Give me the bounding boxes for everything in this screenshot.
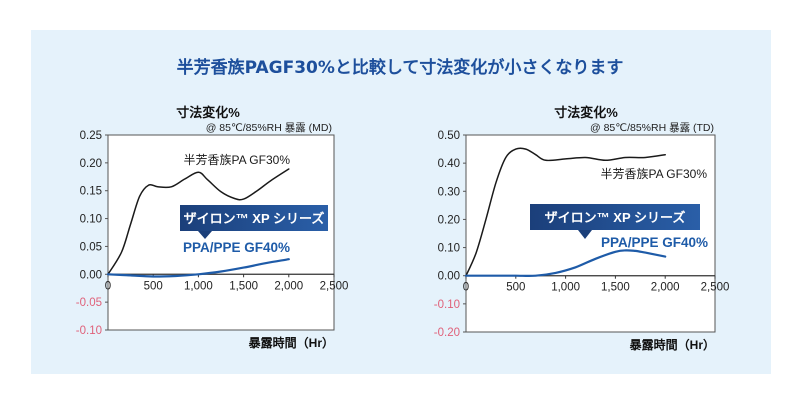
y-tick-label: 0.00 [80, 269, 102, 281]
y-tick-label: 0.30 [438, 186, 460, 198]
chart-subtitle: @ 85℃/85%RH 暴露 (TD) [590, 122, 714, 134]
y-axis-title: 寸法変化% [176, 105, 240, 120]
y-tick-label: 0.00 [438, 271, 460, 283]
callout-pointer [198, 231, 212, 239]
y-tick-label: 0.10 [438, 243, 460, 255]
series-label-1: 半芳香族PA GF30% [601, 167, 708, 181]
y-tick-label: 0.40 [438, 158, 460, 170]
x-tick-label: 2,500 [701, 282, 730, 294]
series-label-2: PPA/PPE GF40% [601, 235, 708, 250]
series-line-2 [464, 249, 667, 278]
series-line-1 [465, 147, 666, 277]
x-tick-label: 2,500 [320, 280, 349, 292]
series-callout-box [530, 204, 700, 230]
y-tick-label: -0.10 [434, 299, 460, 311]
y-tick-label: 0.15 [80, 186, 102, 198]
x-tick-label: 500 [506, 282, 525, 294]
series-callout-text: ザイロン™ XP シリーズ [545, 210, 686, 225]
x-tick-label: 500 [144, 280, 163, 292]
plot-area [107, 134, 335, 331]
chart-1: 0.25 0.20 0.15 0.10 0.05 0.00 -0.05 -0.10 0 500 1,… [76, 105, 349, 350]
series-label-1: 半芳香族PA GF30% [184, 153, 291, 167]
y-tick-label: 0.10 [80, 214, 102, 226]
chart-2: 0.50 0.40 0.30 0.20 0.10 0.00 -0.10 -0.20 0 500 1,… [434, 105, 730, 352]
callout-pointer [578, 230, 592, 239]
plot-area [465, 134, 716, 333]
x-axis-title: 暴露時間（Hr） [248, 335, 334, 350]
series-callout-box [180, 205, 328, 231]
series-line-1 [107, 168, 290, 276]
x-tick-label: 0 [463, 282, 469, 294]
x-tick-label: 2,000 [651, 282, 680, 294]
x-tick-label: 1,000 [184, 280, 213, 292]
x-tick-label: 1,500 [601, 282, 630, 294]
series-line-2 [106, 258, 290, 278]
y-tick-label: -0.10 [76, 325, 102, 337]
series-label-2: PPA/PPE GF40% [183, 240, 290, 255]
y-tick-label: 0.25 [80, 130, 102, 142]
chart-subtitle: @ 85℃/85%RH 暴露 (MD) [206, 122, 332, 134]
y-tick-label: -0.05 [76, 297, 102, 309]
x-axis-title: 暴露時間（Hr） [629, 337, 715, 352]
page-title: 半芳香族PAGF30%と比較して寸法変化が小さくなります [176, 58, 624, 78]
x-tick-label: 2,000 [274, 280, 303, 292]
series-callout-text: ザイロン™ XP シリーズ [184, 211, 325, 226]
y-tick-label: 0.20 [438, 214, 460, 226]
x-tick-label: 1,500 [229, 280, 258, 292]
x-tick-label: 1,000 [551, 282, 580, 294]
y-tick-label: 0.50 [438, 130, 460, 142]
y-axis-title: 寸法変化% [554, 105, 618, 120]
y-tick-label: 0.20 [80, 158, 102, 170]
y-tick-label: 0.05 [80, 241, 102, 253]
y-tick-label: -0.20 [434, 327, 460, 339]
x-tick-label: 0 [105, 280, 111, 292]
